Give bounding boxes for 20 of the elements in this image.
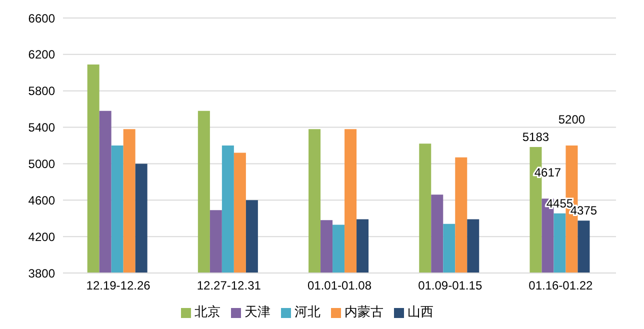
x-tick-label: 12.19-12.26 <box>86 278 151 293</box>
legend-label: 内蒙古 <box>344 304 384 319</box>
x-tick-label: 01.09-01.15 <box>418 278 482 293</box>
y-tick-label: 6200 <box>28 48 56 62</box>
x-tick-label: 12.27-12.31 <box>196 278 262 293</box>
y-tick-label: 4600 <box>28 193 56 208</box>
x-tick-label: 01.16-01.22 <box>528 278 594 293</box>
y-tick-label: 4200 <box>28 230 56 244</box>
y-tick-label: 5400 <box>28 120 56 135</box>
legend-label: 河北 <box>294 304 320 319</box>
legend-label: 天津 <box>244 304 270 319</box>
data-label: 5183 <box>522 130 550 144</box>
data-label: 5200 <box>558 112 586 126</box>
legend-label: 山西 <box>408 304 434 319</box>
y-tick-label: 5800 <box>28 84 56 98</box>
x-tick-label: 01.01-01.08 <box>307 278 372 293</box>
y-tick-label: 5000 <box>28 156 56 171</box>
legend-label: 北京 <box>194 304 220 319</box>
y-tick-label: 3800 <box>28 266 56 280</box>
y-tick-label: 6600 <box>28 11 56 26</box>
